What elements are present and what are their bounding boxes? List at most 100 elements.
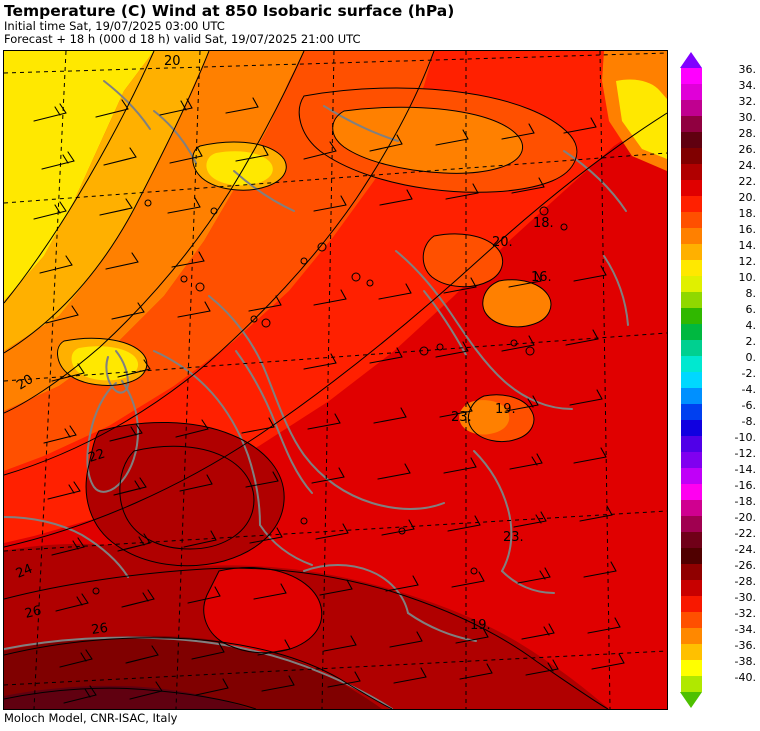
initial-time-text: Initial time Sat, 19/07/2025 03:00 UTC — [4, 19, 225, 33]
header: Temperature (C) Wind at 850 Isobaric sur… — [4, 2, 604, 46]
colorbar-tick-label: -36. — [734, 639, 756, 652]
colorbar-tick-label: -40. — [734, 671, 756, 684]
svg-text:23.: 23. — [503, 530, 524, 545]
colorbar-band — [681, 292, 702, 308]
svg-text:19.: 19. — [470, 618, 491, 633]
colorbar-band — [681, 276, 702, 292]
colorbar-tick-label: -20. — [734, 511, 756, 524]
colorbar-band — [681, 100, 702, 116]
svg-text:26: 26 — [23, 603, 43, 622]
colorbar-tick-label: 30. — [738, 111, 757, 124]
colorbar-tick-label: 2. — [745, 335, 757, 348]
colorbar-band — [681, 132, 702, 148]
colorbar-band — [681, 500, 702, 516]
colorbar-tick-label: 4. — [745, 319, 757, 332]
colorbar-band — [681, 644, 702, 660]
colorbar-band — [681, 548, 702, 564]
colorbar-band — [681, 580, 702, 596]
colorbar-bands — [681, 68, 702, 692]
svg-text:26: 26 — [90, 621, 108, 638]
colorbar-band — [681, 324, 702, 340]
colorbar-tick-label: 16. — [738, 223, 757, 236]
colorbar-band — [681, 84, 702, 100]
svg-text:22: 22 — [87, 446, 107, 465]
colorbar-band — [681, 660, 702, 676]
colorbar-tick-label: -28. — [734, 575, 756, 588]
colorbar-band — [681, 212, 702, 228]
colorbar-tick-labels: 36. 34. 32. 30. 28. 26. 24. 22. 20. 18. 16. 14. 12. 1… — [706, 52, 758, 708]
colorbar-over-arrow-icon — [680, 52, 702, 68]
colorbar-band — [681, 228, 702, 244]
colorbar-tick-label: 10. — [738, 271, 757, 284]
colorbar-tick-label: 12. — [738, 255, 757, 268]
colorbar-tick-label: -4. — [741, 383, 756, 396]
colorbar-tick-label: 24. — [738, 159, 757, 172]
colorbar-tick-label: -34. — [734, 623, 756, 636]
colorbar-band — [681, 180, 702, 196]
colorbar-band — [681, 340, 702, 356]
colorbar-tick-label: 0. — [745, 351, 757, 364]
colorbar-tick-label: 36. — [738, 63, 757, 76]
colorbar-tick-label: -6. — [741, 399, 756, 412]
colorbar-band — [681, 436, 702, 452]
colorbar-tick-label: -16. — [734, 479, 756, 492]
svg-text:19.: 19. — [495, 402, 516, 417]
colorbar-under-arrow-icon — [680, 692, 702, 708]
colorbar-tick-label: 6. — [745, 303, 757, 316]
colorbar-tick-label: -14. — [734, 463, 756, 476]
page-title: Temperature (C) Wind at 850 Isobaric sur… — [4, 2, 455, 20]
svg-text:20: 20 — [14, 372, 36, 393]
colorbar-band — [681, 308, 702, 324]
colorbar-band — [681, 404, 702, 420]
temperature-field: 20. 18. 16. 19. 23. 23. 19. 20 20 22 24 … — [4, 51, 667, 709]
colorbar-band — [681, 356, 702, 372]
colorbar-tick-label: -2. — [741, 367, 756, 380]
colorbar-tick-label: -22. — [734, 527, 756, 540]
colorbar-tick-label: 18. — [738, 207, 757, 220]
colorbar-band — [681, 260, 702, 276]
isotherm-layer — [4, 51, 667, 709]
colorbar-tick-label: -26. — [734, 559, 756, 572]
colorbar-band — [681, 564, 702, 580]
colorbar-tick-label: -12. — [734, 447, 756, 460]
colorbar-tick-label: -38. — [734, 655, 756, 668]
colorbar-tick-label: -8. — [741, 415, 756, 428]
colorbar-band — [681, 68, 702, 84]
colorbar-band — [681, 148, 702, 164]
colorbar-band — [681, 676, 702, 692]
colorbar-band — [681, 596, 702, 612]
colorbar-tick-label: 26. — [738, 143, 757, 156]
svg-text:16.: 16. — [531, 270, 552, 285]
colorbar-tick-label: -30. — [734, 591, 756, 604]
colorbar-band — [681, 196, 702, 212]
colorbar-tick-label: 20. — [738, 191, 757, 204]
colorbar — [680, 52, 703, 708]
colorbar-tick-label: -24. — [734, 543, 756, 556]
colorbar-band — [681, 164, 702, 180]
svg-text:24: 24 — [14, 562, 35, 582]
svg-text:20: 20 — [164, 54, 181, 69]
graticule-layer — [4, 51, 667, 709]
contour-label-layer: 20. 18. 16. 19. 23. 23. 19. 20 20 22 24 … — [14, 54, 554, 638]
colorbar-band — [681, 612, 702, 628]
colorbar-band — [681, 116, 702, 132]
colorbar-tick-label: -10. — [734, 431, 756, 444]
svg-text:18.: 18. — [533, 216, 554, 231]
colorbar-tick-label: 34. — [738, 79, 757, 92]
colorbar-band — [681, 388, 702, 404]
colorbar-band — [681, 516, 702, 532]
colorbar-tick-label: 8. — [745, 287, 757, 300]
model-attribution: Moloch Model, CNR-ISAC, Italy — [4, 711, 178, 725]
colorbar-tick-label: 22. — [738, 175, 757, 188]
colorbar-tick-label: -32. — [734, 607, 756, 620]
colorbar-band — [681, 452, 702, 468]
wind-barb-layer — [33, 97, 625, 704]
map-canvas[interactable]: 20. 18. 16. 19. 23. 23. 19. 20 20 22 24 … — [3, 50, 668, 710]
colorbar-band — [681, 532, 702, 548]
colorbar-band — [681, 244, 702, 260]
colorbar-tick-label: 14. — [738, 239, 757, 252]
colorbar-band — [681, 484, 702, 500]
colorbar-band — [681, 420, 702, 436]
svg-text:23.: 23. — [451, 410, 472, 425]
